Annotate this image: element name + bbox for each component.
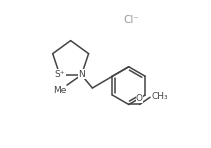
Text: S⁺: S⁺ [55,70,65,79]
Text: Cl⁻: Cl⁻ [124,15,140,25]
Text: O: O [136,94,143,103]
Text: CH₃: CH₃ [152,92,168,101]
Text: Me: Me [53,86,66,95]
Text: N: N [78,70,85,79]
